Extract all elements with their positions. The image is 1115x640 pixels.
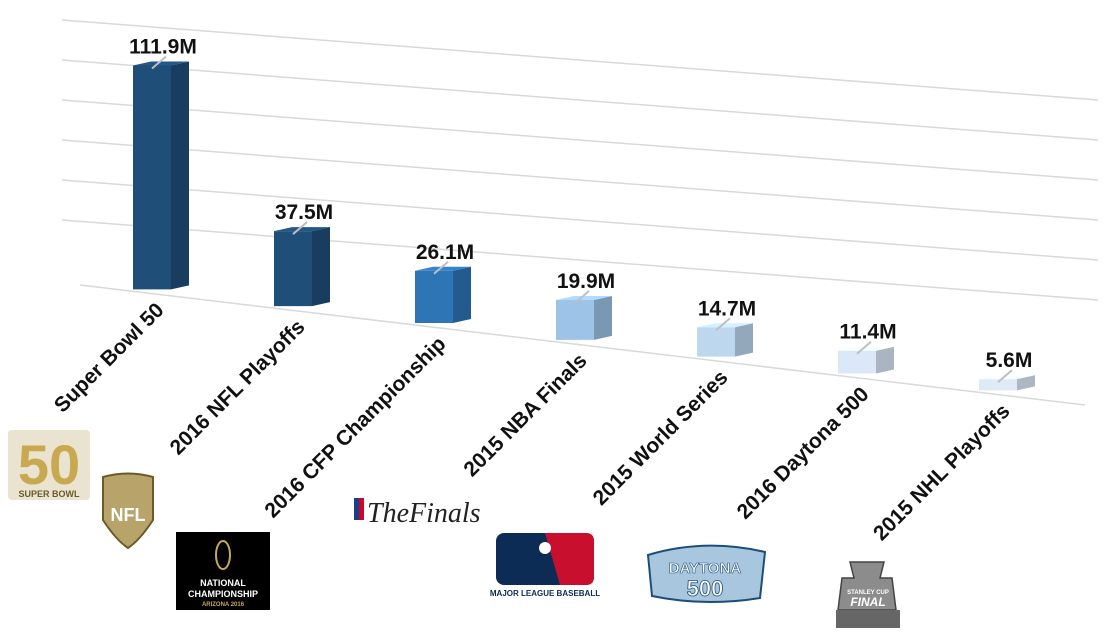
category-label: Super Bowl 50 bbox=[50, 299, 169, 418]
gridline bbox=[79, 284, 1086, 406]
bar-front-face bbox=[556, 300, 594, 340]
bar-side-face bbox=[594, 296, 612, 340]
value-label: 14.7M bbox=[698, 297, 756, 320]
svg-text:ARIZONA 2016: ARIZONA 2016 bbox=[202, 602, 245, 608]
mlb-logo: MAJOR LEAGUE BASEBALL bbox=[490, 533, 600, 598]
bar-top-face bbox=[838, 346, 894, 351]
gridline bbox=[61, 139, 1099, 221]
value-leader-line bbox=[715, 317, 731, 332]
value-label: 111.9M bbox=[129, 36, 197, 59]
bar-side-face bbox=[735, 323, 753, 357]
cfp-national-championship-logo: NATIONAL CHAMPIONSHIP ARIZONA 2016 bbox=[176, 532, 270, 610]
value-leader-line bbox=[151, 55, 167, 70]
daytona-500-logo: DAYTONA 500 bbox=[646, 544, 767, 604]
svg-text:500: 500 bbox=[687, 576, 724, 601]
bar-front-face bbox=[838, 350, 876, 374]
bar-front-face bbox=[133, 65, 171, 290]
bar-front-face bbox=[697, 327, 735, 357]
svg-text:SUPER BOWL: SUPER BOWL bbox=[18, 489, 80, 499]
svg-text:FINAL: FINAL bbox=[850, 595, 885, 609]
category-label: 2016 Daytona 500 bbox=[733, 383, 874, 524]
value-label: 5.6M bbox=[986, 349, 1033, 372]
bar-top-face bbox=[415, 266, 471, 271]
category-label: 2015 NBA Finals bbox=[459, 349, 591, 481]
stanley-cup-final-logo: STANLEY CUP FINAL bbox=[836, 561, 900, 628]
gridline bbox=[61, 19, 1099, 101]
category-label: 2015 World Series bbox=[589, 366, 733, 510]
bar: 11.4M bbox=[838, 321, 897, 374]
svg-text:NFL: NFL bbox=[111, 505, 146, 525]
bar-top-face bbox=[274, 227, 330, 232]
value-leader-line bbox=[292, 221, 308, 235]
category-label: 2016 CFP Championship bbox=[260, 332, 450, 522]
bar-side-face bbox=[1017, 375, 1035, 391]
svg-text:CHAMPIONSHIP: CHAMPIONSHIP bbox=[188, 589, 258, 599]
category-label: 2015 NHL Playoffs bbox=[869, 400, 1015, 546]
value-leader-line bbox=[856, 340, 872, 355]
bar-front-face bbox=[979, 379, 1017, 391]
bar: 14.7M bbox=[697, 297, 756, 357]
value-label: 37.5M bbox=[275, 201, 333, 224]
super-bowl-50-logo: 50 SUPER BOWL bbox=[8, 430, 90, 500]
bar: 111.9M bbox=[129, 36, 197, 290]
bars: 111.9M 37.5M 26.1M 19.9M 14.7M 11.4M 5.6M bbox=[129, 36, 1035, 391]
value-leader-line bbox=[997, 369, 1013, 383]
value-leader-line bbox=[433, 261, 449, 275]
value-label: 19.9M bbox=[557, 270, 615, 293]
bar-top-face bbox=[979, 375, 1035, 380]
bar-top-face bbox=[133, 61, 189, 66]
bar: 5.6M bbox=[979, 349, 1035, 391]
bar-front-face bbox=[274, 231, 312, 307]
bar-side-face bbox=[453, 266, 471, 323]
bar: 37.5M bbox=[274, 201, 333, 307]
category-label: 2016 NFL Playoffs bbox=[166, 315, 310, 459]
svg-text:NATIONAL: NATIONAL bbox=[200, 578, 246, 588]
bar-front-face bbox=[415, 270, 453, 323]
value-label: 11.4M bbox=[839, 321, 896, 344]
svg-text:TheFinals: TheFinals bbox=[367, 498, 481, 529]
value-label: 26.1M bbox=[416, 241, 474, 264]
bar: 26.1M bbox=[415, 241, 474, 323]
nfl-logo: NFL bbox=[102, 472, 154, 550]
bar-top-face bbox=[556, 296, 612, 301]
svg-text:STANLEY CUP: STANLEY CUP bbox=[847, 590, 889, 596]
gridline bbox=[61, 219, 1099, 301]
bar-top-face bbox=[697, 323, 753, 328]
nba-the-finals-logo: TheFinals bbox=[354, 498, 481, 529]
bar-side-face bbox=[312, 227, 330, 307]
bar: 19.9M bbox=[556, 270, 615, 340]
svg-text:50: 50 bbox=[18, 433, 80, 496]
gridline bbox=[61, 179, 1099, 261]
gridline bbox=[61, 59, 1099, 141]
gridline bbox=[61, 99, 1099, 181]
svg-text:DAYTONA: DAYTONA bbox=[669, 560, 742, 577]
svg-text:MAJOR LEAGUE BASEBALL: MAJOR LEAGUE BASEBALL bbox=[490, 589, 600, 598]
bar-side-face bbox=[876, 346, 894, 374]
bar-side-face bbox=[171, 61, 189, 290]
gridlines bbox=[61, 19, 1099, 406]
value-leader-line bbox=[574, 290, 590, 304]
